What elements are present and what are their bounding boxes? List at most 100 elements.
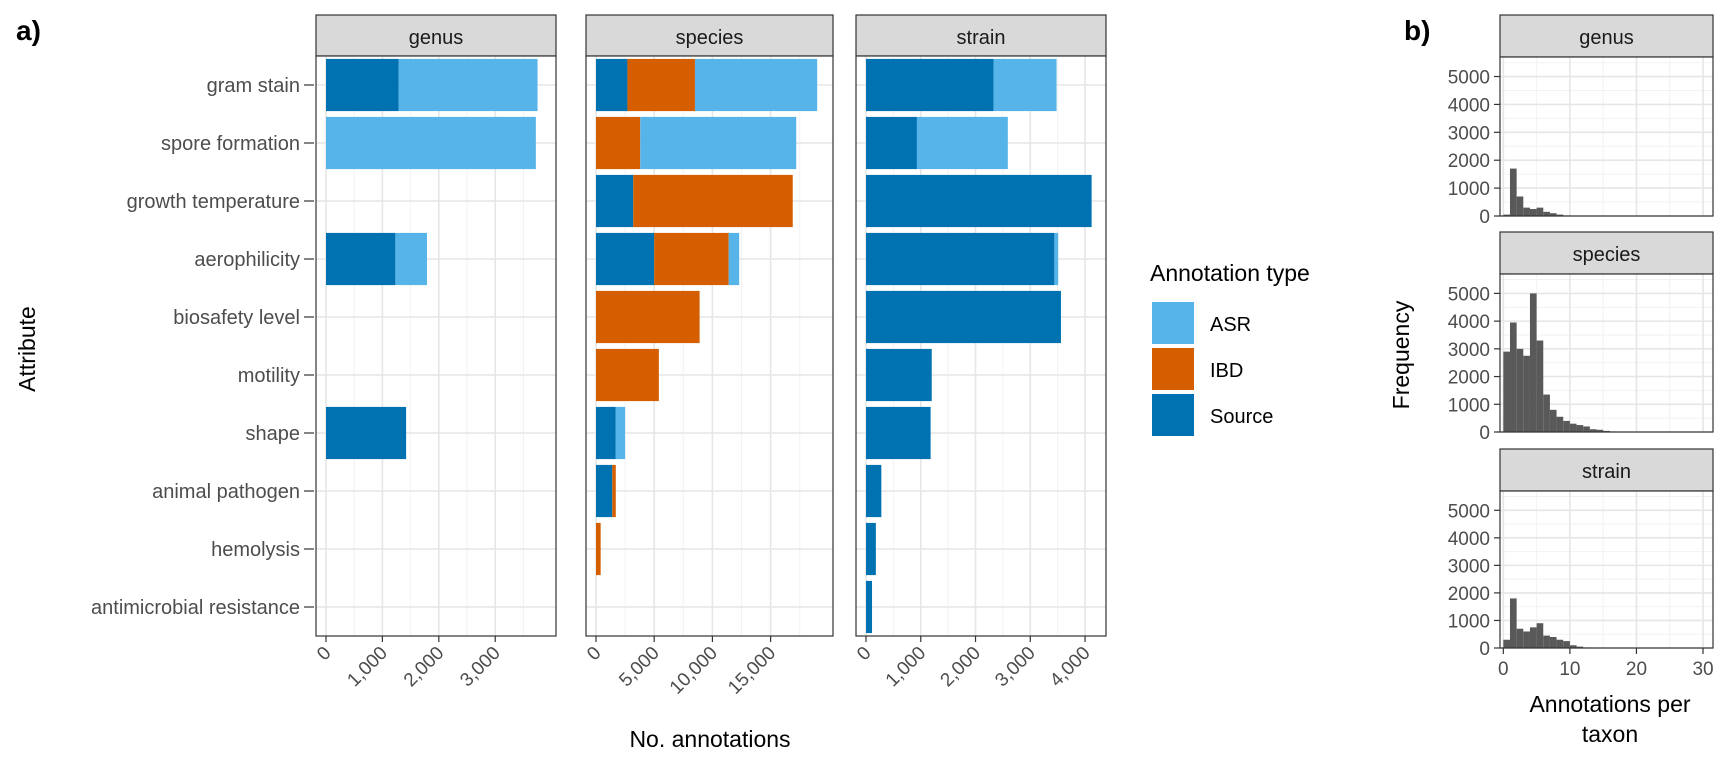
y-tick-label: 0 — [1479, 207, 1490, 228]
facet-title: species — [1573, 244, 1641, 266]
legend-label: ASR — [1210, 314, 1251, 336]
axis-title-line: taxon — [1582, 721, 1638, 747]
plot-background — [1500, 57, 1713, 216]
hist-bar — [1509, 168, 1517, 216]
legend-key-asr — [1152, 302, 1194, 344]
hist-bar — [1549, 213, 1557, 216]
bar-ibd — [596, 290, 700, 344]
hist-bar — [1543, 635, 1550, 648]
hist-bar — [1569, 423, 1577, 432]
hist-bar — [1563, 420, 1570, 432]
panel-border — [1499, 56, 1714, 217]
hist-bar — [1516, 196, 1524, 216]
bar-asr — [326, 116, 536, 170]
hist-bar — [1596, 429, 1604, 432]
y-tick-label: 5000 — [1448, 68, 1490, 89]
hist-facet-genus: genus 0 1000 2000 3000 4000 5000 — [1448, 14, 1714, 228]
hist-bar — [1503, 351, 1510, 432]
hist-bar — [1529, 627, 1537, 648]
hist-bar — [1503, 639, 1510, 648]
bar-source — [326, 58, 399, 112]
x-tick-label: 3,000 — [456, 643, 504, 691]
bar-ibd — [627, 58, 695, 112]
hist-bar — [1516, 348, 1524, 432]
hist-facet-strain: strain 0 1000 2000 3000 4000 5000 0 10 20 30 — [1448, 448, 1714, 680]
panel-label-a: a) — [16, 15, 41, 46]
bar-source — [866, 116, 917, 170]
hist-bar — [1509, 322, 1517, 432]
category-label: hemolysis — [211, 539, 300, 561]
x-tick-label: 5,000 — [615, 643, 663, 691]
facet-title: genus — [409, 27, 464, 49]
y-tick-label: 0 — [1479, 423, 1490, 444]
hist-bar — [1503, 214, 1510, 216]
hist-bar — [1543, 211, 1550, 216]
hist-bar — [1569, 645, 1577, 648]
y-tick-label: 5000 — [1448, 501, 1490, 522]
hist-bar — [1589, 429, 1597, 432]
bar-source — [326, 232, 396, 286]
histogram-panels: genus010002000300040005000species0100020… — [1448, 14, 1714, 680]
bar-asr — [615, 406, 626, 460]
facet-strip — [315, 14, 557, 57]
x-tick-label: 15,000 — [724, 643, 780, 699]
y-tick-label: 3000 — [1448, 556, 1490, 577]
x-tick-label: 2,000 — [937, 643, 985, 691]
bar-source — [866, 348, 932, 402]
bar-source — [866, 464, 882, 518]
y-tick-label: 1000 — [1448, 395, 1490, 416]
hist-bar — [1529, 209, 1537, 216]
hist-bar — [1583, 426, 1590, 432]
x-tick-label: 30 — [1692, 659, 1713, 680]
hist-facet-species: species 0 1000 2000 3000 4000 5000 — [1448, 231, 1714, 444]
category-label: gram stain — [207, 75, 300, 97]
bar-asr — [916, 116, 1008, 170]
panel-label-b: b) — [1404, 15, 1430, 46]
y-tick-label: 4000 — [1448, 95, 1490, 116]
legend: Annotation type ASR IBD Source — [1150, 260, 1310, 436]
bar-source — [866, 232, 1055, 286]
bar-source — [596, 174, 634, 228]
hist-bar — [1556, 416, 1564, 432]
y-tick-label: 4000 — [1448, 312, 1490, 333]
hist-bar — [1549, 409, 1557, 432]
bar-ibd — [654, 232, 729, 286]
bar-y-axis-title: Attribute — [14, 306, 40, 392]
bar-asr — [395, 232, 427, 286]
hist-x-axis-title: Annotations per taxon — [1529, 691, 1690, 747]
panel-border — [1499, 273, 1714, 433]
hist-bar — [1556, 214, 1564, 216]
hist-bar — [1536, 623, 1544, 648]
bar-source — [866, 174, 1092, 228]
x-tick-label: 1,000 — [882, 643, 930, 691]
legend-key-ibd — [1152, 348, 1194, 390]
y-tick-label: 0 — [1479, 639, 1490, 660]
x-tick-label: 0 — [853, 643, 875, 665]
bar-source — [866, 406, 931, 460]
bar-source — [596, 406, 616, 460]
hist-bar — [1509, 598, 1517, 648]
x-tick-label: 3,000 — [991, 643, 1039, 691]
legend-key-source — [1152, 394, 1194, 436]
facet-title: strain — [1582, 461, 1631, 483]
legend-label: IBD — [1210, 360, 1243, 382]
bar-source — [596, 464, 613, 518]
hist-bar — [1523, 631, 1530, 648]
panel-border — [855, 55, 1107, 637]
bar-x-axis-title: No. annotations — [629, 726, 790, 752]
legend-label: Source — [1210, 406, 1273, 428]
panel-border — [585, 55, 834, 637]
plot-background — [1500, 491, 1713, 648]
panel-border — [315, 55, 557, 637]
x-tick-label: 10,000 — [666, 643, 722, 699]
hist-bar — [1576, 425, 1584, 432]
hist-bar — [1529, 293, 1537, 432]
x-tick-label: 1,000 — [343, 643, 391, 691]
facet-strip — [1499, 14, 1714, 58]
x-tick-label: 20 — [1626, 659, 1647, 680]
category-label: spore formation — [161, 133, 300, 155]
category-label: motility — [238, 365, 300, 387]
y-tick-label: 5000 — [1448, 284, 1490, 305]
category-label: shape — [246, 423, 301, 445]
